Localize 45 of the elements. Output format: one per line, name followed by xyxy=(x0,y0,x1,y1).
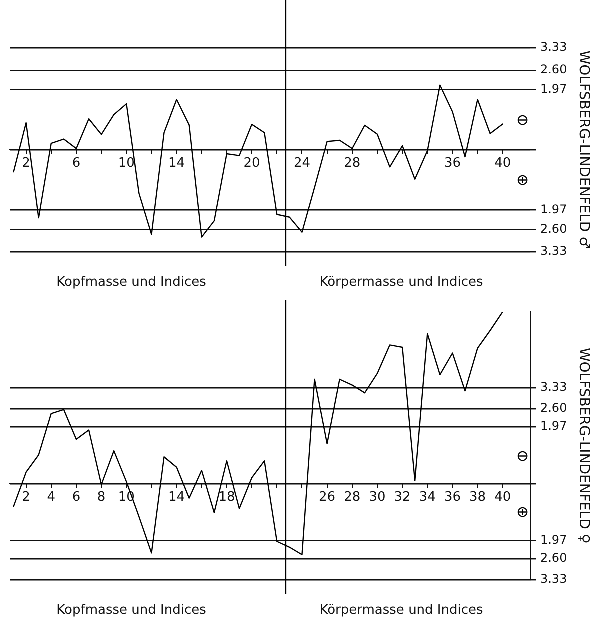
text: Kopfmasse und Indices xyxy=(56,274,206,290)
y-tick-label: 1.97 xyxy=(540,202,568,216)
y-tick-label: 1.97 xyxy=(540,82,568,96)
x-tick-label: 20 xyxy=(244,156,260,172)
x-tick-label: 18 xyxy=(218,490,236,506)
x-tick-label: 28 xyxy=(344,490,361,506)
annotation: ⊖ xyxy=(516,446,530,465)
x-tick-label: 14 xyxy=(168,156,186,172)
x-tick-label: 4 xyxy=(47,490,56,506)
x-tick-label: 38 xyxy=(470,490,486,506)
x-tick-label: 2 xyxy=(22,490,30,506)
x-tick-label: 6 xyxy=(72,156,81,172)
x-tick-label: 8 xyxy=(97,490,106,506)
text: Körpermasse und Indices xyxy=(320,602,484,618)
x-tick-label: 14 xyxy=(168,490,186,506)
annotation: ⊕ xyxy=(516,503,530,522)
text: Körpermasse und Indices xyxy=(320,274,484,290)
annotation: ⊖ xyxy=(516,110,530,129)
x-tick-label: 26 xyxy=(319,490,336,506)
x-tick-label: 30 xyxy=(369,490,386,506)
x-tick-label: 2 xyxy=(22,156,30,172)
x-tick-label: 34 xyxy=(419,490,436,506)
x-tick-label: 10 xyxy=(118,156,135,172)
y-axis-title: WOLFSBERG-LINDENFELD ♂ xyxy=(576,50,592,250)
x-tick-label: 36 xyxy=(444,490,461,506)
x-tick-label: 36 xyxy=(444,156,461,172)
y-tick-label: 3.33 xyxy=(540,572,568,586)
x-tick-label: 32 xyxy=(394,490,411,506)
x-tick-label: 24 xyxy=(294,156,310,172)
y-tick-label: 3.33 xyxy=(540,40,568,54)
y-axis-title: WOLFSBERG-LINDENFELD ♀ xyxy=(576,348,592,544)
text: Kopfmasse und Indices xyxy=(56,602,206,618)
x-tick-label: 40 xyxy=(494,490,512,506)
y-tick-label: 3.33 xyxy=(540,380,568,394)
y-tick-label: 2.60 xyxy=(540,62,568,76)
y-tick-label: 2.60 xyxy=(540,401,568,416)
annotation: ⊕ xyxy=(516,171,530,190)
y-tick-label: 1.97 xyxy=(540,532,568,547)
x-tick-label: 28 xyxy=(344,156,361,172)
x-tick-label: 6 xyxy=(72,490,81,506)
y-tick-label: 2.60 xyxy=(540,551,568,566)
y-tick-label: 3.33 xyxy=(540,244,568,258)
y-tick-label: 1.97 xyxy=(540,419,568,434)
x-tick-label: 40 xyxy=(494,156,512,172)
y-tick-label: 2.60 xyxy=(540,222,568,236)
